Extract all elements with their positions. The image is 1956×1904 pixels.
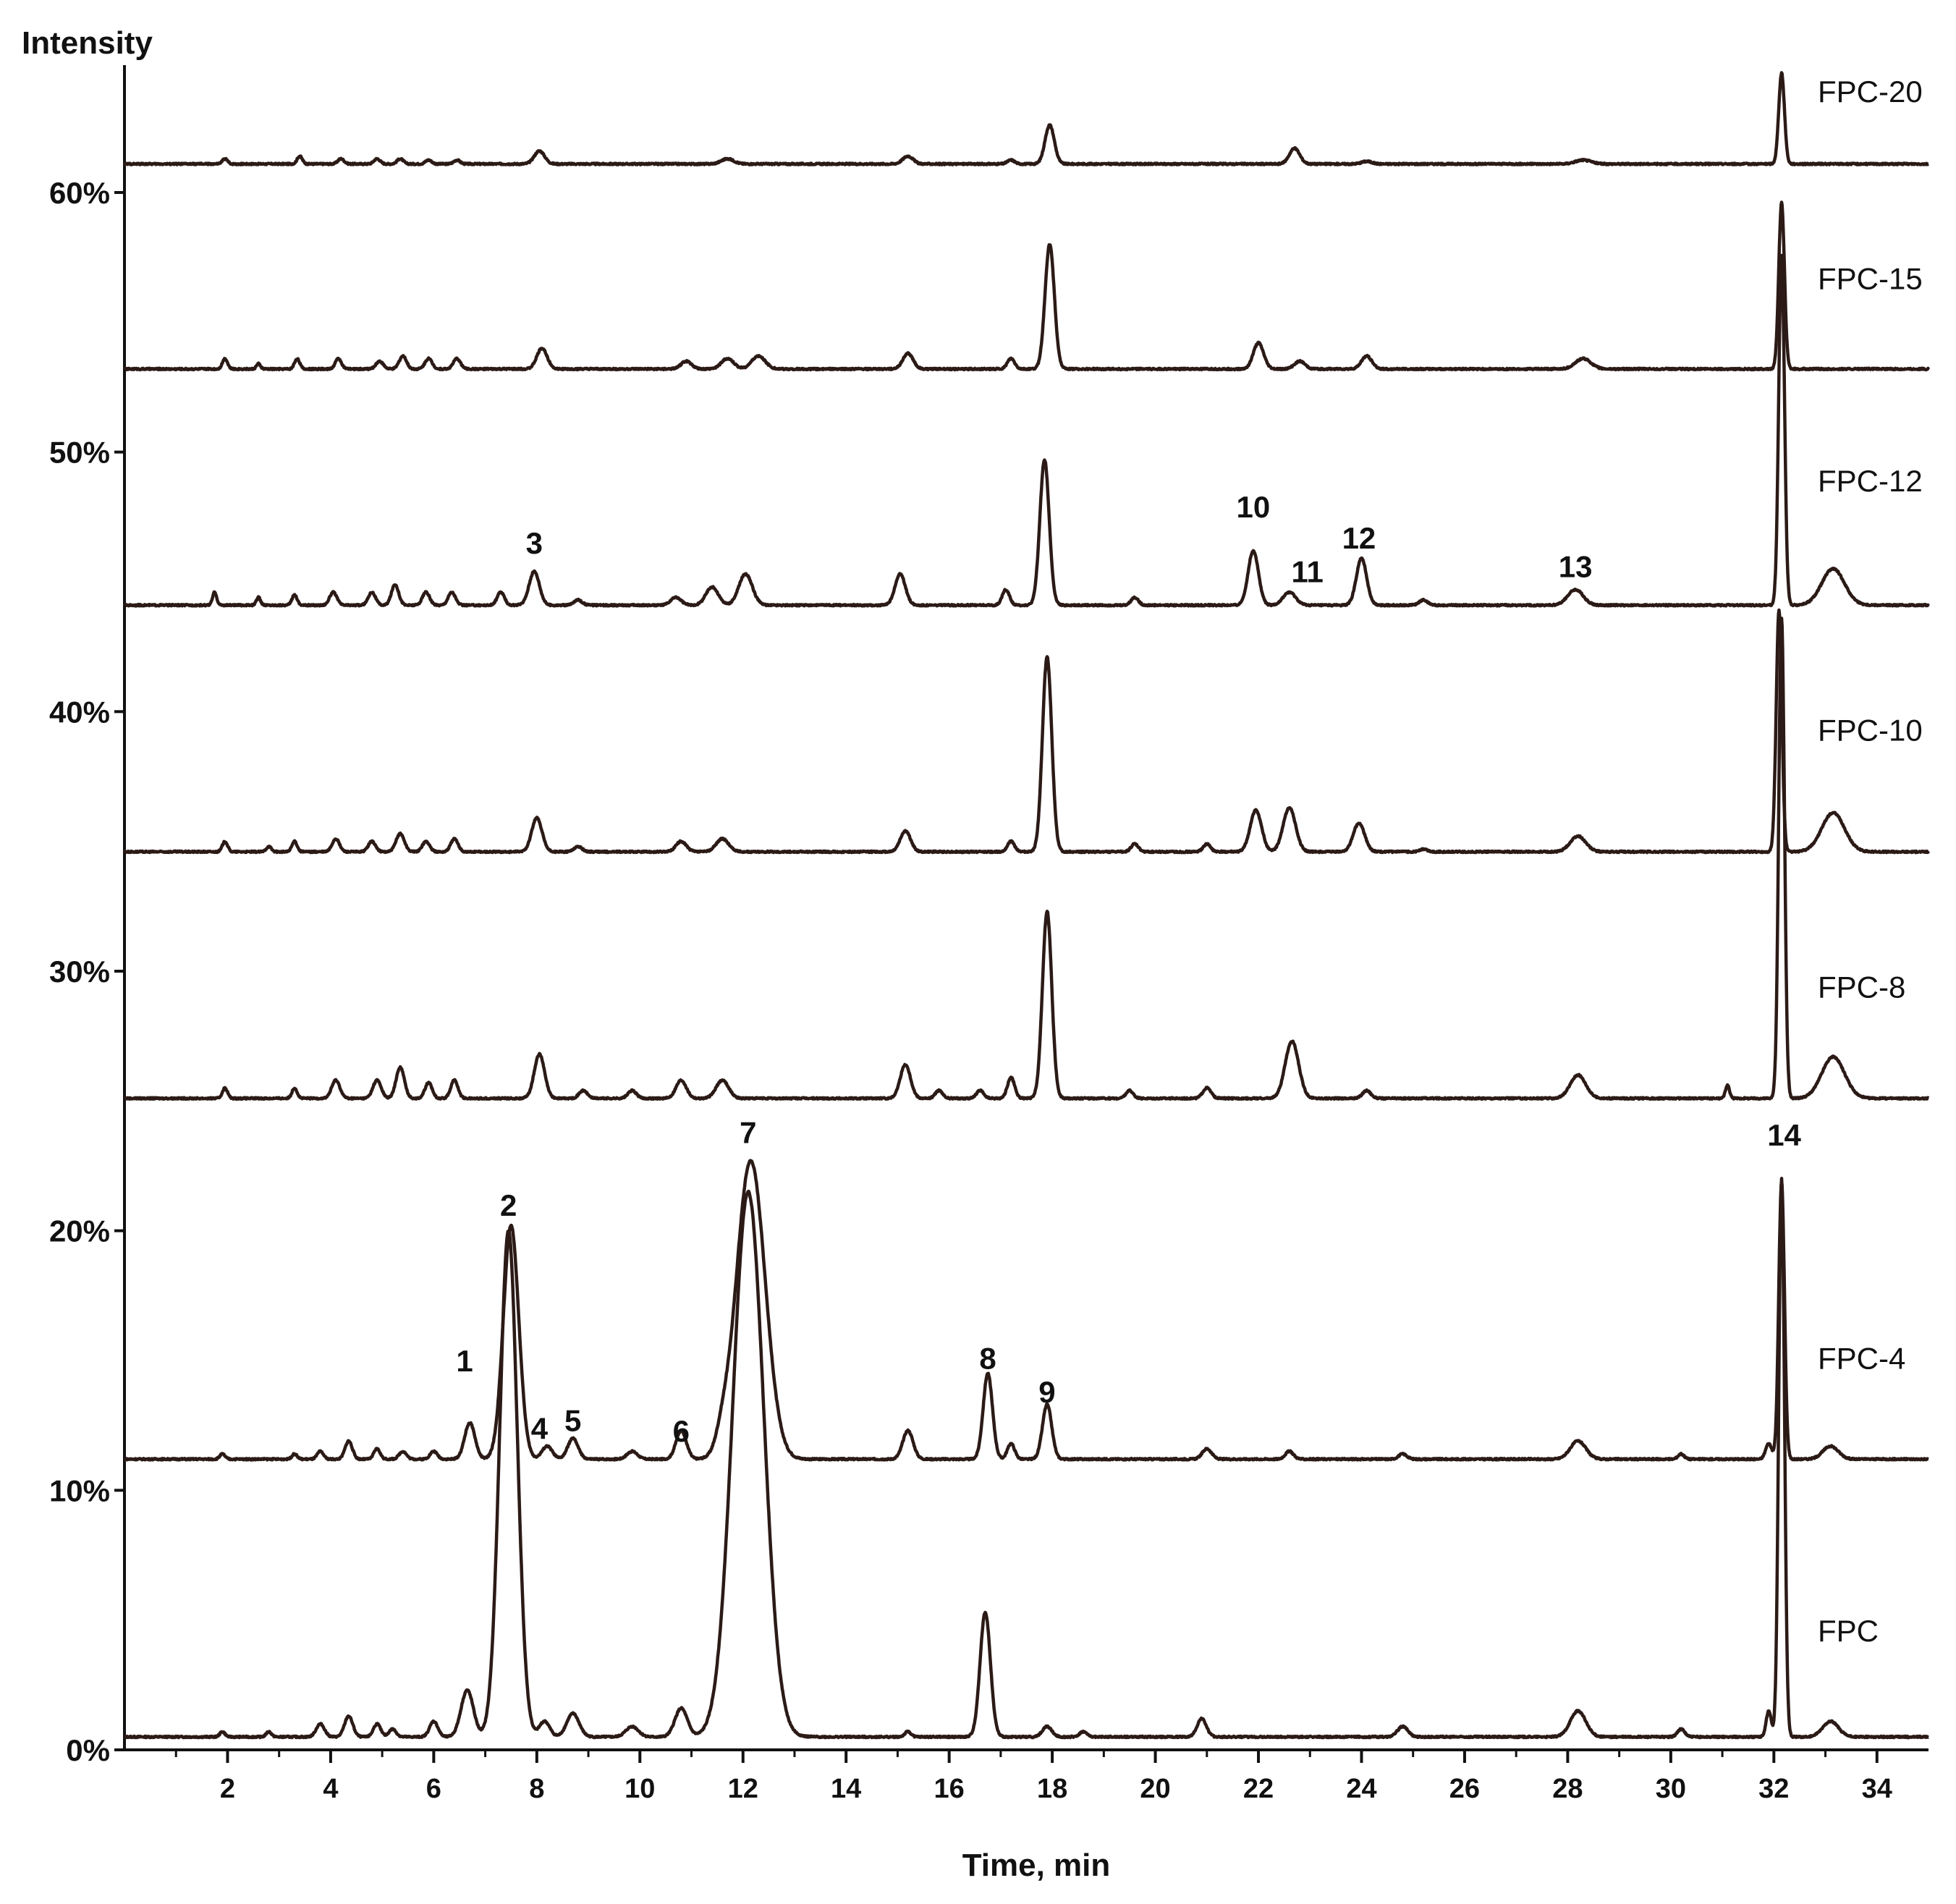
- trace-line: [122, 71, 1930, 166]
- peak-number-label: 7: [740, 1115, 756, 1149]
- x-tick-label: 18: [1037, 1774, 1067, 1804]
- peak-number-label: 11: [1291, 555, 1323, 589]
- y-tick-label: 20%: [49, 1214, 110, 1248]
- trace-line: [122, 253, 1930, 608]
- y-tick-label: 50%: [49, 436, 110, 470]
- trace-line: [123, 1177, 1930, 1740]
- x-tick-label: 6: [426, 1774, 441, 1804]
- y-axis-title: Intensity: [22, 25, 153, 61]
- trace-name-label: FPC-4: [1818, 1341, 1905, 1375]
- peak-number-label: 5: [564, 1403, 581, 1437]
- trace-name-label: FPC: [1818, 1614, 1879, 1648]
- peak-number-label: 4: [531, 1411, 549, 1445]
- x-tick-label: 30: [1656, 1774, 1686, 1804]
- peak-number-label: 9: [1038, 1375, 1055, 1409]
- peak-number-label: 12: [1342, 521, 1376, 555]
- trace-line: [122, 200, 1931, 372]
- x-tick-label: 12: [728, 1774, 758, 1804]
- peak-number-label: 3: [526, 526, 543, 560]
- x-tick-label: 10: [625, 1774, 655, 1804]
- trace-line: [123, 617, 1930, 1101]
- trace-name-label: FPC-8: [1818, 970, 1905, 1004]
- trace-name-label: FPC-20: [1818, 75, 1923, 109]
- x-axis-title: Time, min: [962, 1848, 1111, 1883]
- y-tick-label: 0%: [66, 1733, 110, 1767]
- x-tick-label: 2: [220, 1774, 235, 1804]
- y-axis: 0% 10% 20% 30% 40% 50% 60%: [49, 65, 126, 1767]
- x-tick-label: 28: [1552, 1774, 1583, 1804]
- y-tick-label: 60%: [49, 176, 110, 210]
- trace-name-label: FPC-10: [1818, 713, 1923, 747]
- x-tick-label: 26: [1449, 1774, 1480, 1804]
- x-tick-label: 4: [323, 1774, 338, 1804]
- peak-number-label: 8: [979, 1341, 996, 1375]
- y-tick-label: 40%: [49, 695, 110, 729]
- x-axis: 2 4 6 8 10 12 14 16 18 20 22 24 26 28 30 32 34: [124, 1748, 1929, 1804]
- trace-name-label: FPC-15: [1818, 261, 1923, 295]
- x-tick-label: 14: [831, 1774, 861, 1804]
- trace-name-label: FPC-12: [1818, 464, 1923, 498]
- peak-number-label: 2: [500, 1188, 517, 1222]
- x-tick-label: 8: [529, 1774, 544, 1804]
- y-tick-label: 10%: [49, 1473, 110, 1507]
- traces: [122, 71, 1931, 1740]
- x-tick-label: 32: [1758, 1774, 1789, 1804]
- x-tick-label: 22: [1243, 1774, 1274, 1804]
- peak-number-label: 1: [456, 1344, 473, 1378]
- peak-number-label: 13: [1559, 549, 1593, 583]
- y-tick-label: 30%: [49, 955, 110, 989]
- peak-number-label: 10: [1237, 490, 1271, 524]
- peak-number-label: 14: [1767, 1118, 1801, 1152]
- x-tick-label: 20: [1140, 1774, 1170, 1804]
- peak-number-label: 6: [673, 1414, 690, 1448]
- x-tick-label: 16: [934, 1774, 965, 1804]
- trace-line: [123, 1159, 1930, 1462]
- trace-line: [123, 608, 1930, 855]
- trace-labels: FPC FPC-4 FPC-8 FPC-10 FPC-12 FPC-15 FPC-20: [1818, 75, 1923, 1648]
- x-tick-label: 24: [1346, 1774, 1376, 1804]
- x-tick-label: 34: [1862, 1774, 1892, 1804]
